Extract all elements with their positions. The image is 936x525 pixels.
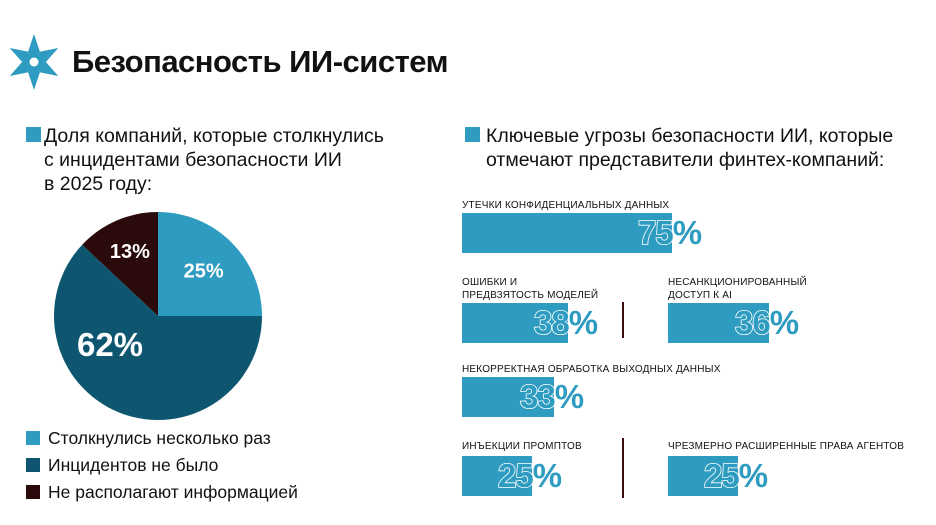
incidents-pie-chart: 25% 62% 13%	[53, 212, 262, 420]
threat-bar-prompt-injection: 25%	[462, 456, 742, 496]
threat-label-excessive-agent-rights: Чрезмерно расширенные права агентов	[668, 440, 904, 453]
threat-value-prompt-injection: 25%	[497, 457, 563, 495]
pie-label-no-information: 13%	[110, 241, 150, 263]
threat-label-model-bias-line1: Ошибки и	[462, 277, 518, 288]
threat-label-model-bias: Ошибки и предвзятость моделей	[462, 276, 598, 302]
threat-bar-model-bias: 38%	[462, 303, 742, 343]
legend-label-several-times: Столкнулись несколько раз	[48, 428, 271, 448]
right-section-heading: Ключевые угрозы безопасности ИИ, которые…	[486, 124, 926, 172]
threat-bar-fill-model-bias	[462, 303, 568, 343]
threat-bar-fill-data-leaks	[462, 213, 672, 253]
page-title: Безопасность ИИ-систем	[72, 44, 449, 79]
pie-slice-no-incidents	[53, 244, 262, 420]
legend-swatch-several-times	[26, 431, 40, 445]
legend-label-no-information: Не располагают информацией	[48, 482, 298, 502]
threat-label-output-handling: Некорректная обработка выходных данных	[462, 363, 721, 376]
legend-swatch-no-incidents	[26, 458, 40, 472]
right-heading-line-1: Ключевые угрозы безопасности ИИ, которые	[486, 125, 894, 147]
pie-slice-several-times	[158, 212, 262, 316]
right-heading-line-2: отмечают представители финтех-компаний:	[486, 149, 885, 171]
threat-label-unauthorized-access-line1: Несанкционированный	[668, 277, 807, 288]
left-heading-line-1: Доля компаний, которые столкнулись	[44, 125, 384, 147]
threat-bar-fill-excessive-agent-rights	[668, 456, 738, 496]
threat-bar-excessive-agent-rights: 25%	[668, 456, 928, 496]
threat-label-excessive-agent-rights-line1: Чрезмерно расширенные права агентов	[668, 441, 905, 452]
threat-label-output-handling-line1: Некорректная обработка выходных данных	[462, 364, 721, 375]
threat-label-data-leaks: Утечки конфиденциальных данных	[462, 199, 669, 212]
threat-label-prompt-injection: Инъекции промптов	[462, 440, 582, 453]
threat-label-prompt-injection-line1: Инъекции промптов	[462, 441, 582, 452]
threat-value-model-bias: 38%	[533, 304, 599, 342]
left-section-heading: Доля компаний, которые столкнулись с инц…	[44, 124, 424, 196]
threat-bar-fill-prompt-injection	[462, 456, 532, 496]
pie-label-no-incidents: 62%	[77, 326, 143, 363]
threat-label-unauthorized-access-line2: доступ к AI	[668, 290, 733, 301]
threat-value-unauthorized-access: 36%	[734, 304, 800, 342]
column-divider-top	[622, 302, 624, 338]
column-divider-bottom	[622, 438, 624, 498]
section-marker-right	[465, 127, 480, 142]
threat-bar-data-leaks: 75%	[462, 213, 742, 253]
legend-label-no-incidents: Инцидентов не было	[48, 455, 219, 475]
threat-value-excessive-agent-rights: 25%	[703, 457, 769, 495]
section-marker-left	[26, 127, 41, 142]
threat-bar-fill-output-handling	[462, 377, 554, 417]
threat-value-output-handling: 33%	[519, 378, 585, 416]
threat-label-unauthorized-access: Несанкционированный доступ к AI	[668, 276, 807, 302]
threat-label-model-bias-line2: предвзятость моделей	[462, 290, 599, 301]
left-heading-line-3: в 2025 году:	[44, 173, 153, 195]
pie-label-several-times: 25%	[184, 260, 224, 282]
snowflake-star-icon	[9, 34, 59, 90]
threat-bar-unauthorized-access: 36%	[668, 303, 936, 343]
left-heading-line-2: с инцидентами безопасности ИИ	[44, 149, 342, 171]
threat-bar-fill-unauthorized-access	[668, 303, 769, 343]
threat-label-data-leaks-line1: Утечки конфиденциальных данных	[462, 200, 670, 211]
legend-swatch-no-information	[26, 485, 40, 499]
threat-bar-output-handling: 33%	[462, 377, 742, 417]
threat-value-data-leaks: 75%	[637, 214, 703, 252]
pie-slice-no-information	[82, 212, 158, 316]
